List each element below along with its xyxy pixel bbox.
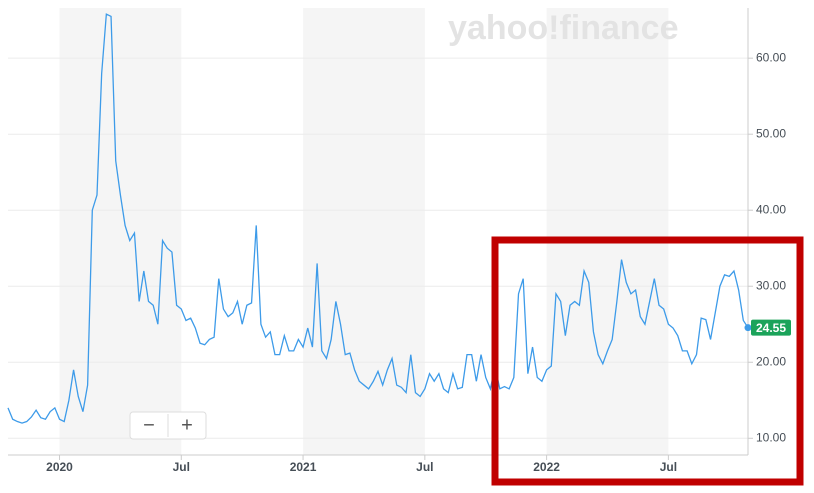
x-tick-label: 2020 <box>46 460 73 474</box>
y-tick-label: 20.00 <box>756 354 786 368</box>
y-tick-label: 50.00 <box>756 126 786 140</box>
marks: 24.55 <box>7 13 791 424</box>
price-line <box>7 13 749 424</box>
x-tick-label: Jul <box>416 460 433 474</box>
x-tick-label: Jul <box>173 460 190 474</box>
x-tick-label: 2022 <box>533 460 560 474</box>
watermark: yahoo!finance <box>448 9 678 47</box>
period-band <box>59 8 182 455</box>
x-tick-label: 2021 <box>290 460 317 474</box>
period-band <box>303 8 425 455</box>
x-tick-label: Jul <box>660 460 677 474</box>
zoom-out[interactable]: − <box>143 414 155 436</box>
y-tick-label: 30.00 <box>756 278 786 292</box>
period-band <box>546 8 669 455</box>
current-badge <box>751 319 791 336</box>
y-tick-label: 10.00 <box>756 430 786 444</box>
current-value-label: 24.55 <box>756 321 786 335</box>
current-dot <box>744 324 752 332</box>
zoom-in[interactable]: + <box>181 414 193 436</box>
highlight-box <box>491 236 804 486</box>
grid: 10.00 20.00 30.00 40.00 50.00 60.00 2020 Jul 202… <box>8 8 786 474</box>
y-tick-label: 40.00 <box>756 202 786 216</box>
y-tick-label: 60.00 <box>756 50 786 64</box>
period-bands <box>8 8 748 455</box>
